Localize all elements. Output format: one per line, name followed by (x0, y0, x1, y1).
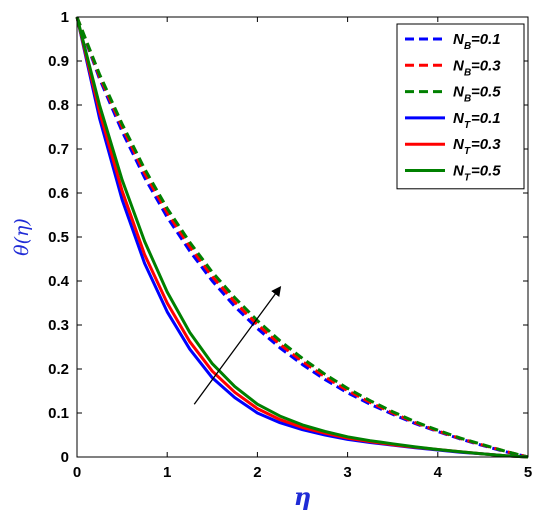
legend-label-main: N (453, 110, 465, 127)
y-tick-label: 0.7 (48, 141, 69, 158)
legend: N B =0.1N B =0.3N B =0.5N T =0.1N T =0.3N T =0.5 (396, 23, 525, 190)
y-tick-label: 0.1 (48, 405, 69, 422)
annotation-layer (193, 285, 282, 405)
series-line-nt-0p5 (75, 16, 529, 459)
y-axis-label: θ(η) (11, 218, 33, 256)
trend-arrow (193, 285, 282, 405)
legend-label-subscript: B (464, 41, 471, 52)
y-tick-label: 0.8 (48, 97, 69, 114)
series-line-nb-0p3 (75, 16, 529, 459)
y-tick-label: 0 (61, 449, 69, 466)
legend-label-value: =0.5 (471, 163, 501, 180)
tick-layer: 0 1 2 3 4 5 0 0.1 0.2 0.3 0.4 0.5 0.6 0.7 0.8 0.9 1 (48, 9, 532, 481)
legend-label-value: =0.1 (471, 31, 501, 48)
x-tick-label: 5 (524, 464, 532, 481)
x-tick-label: 1 (163, 464, 171, 481)
legend-label-subscript: B (464, 67, 471, 78)
x-tick-label: 0 (73, 464, 81, 481)
legend-label-main: N (453, 136, 465, 153)
legend-label-value: =0.5 (471, 84, 501, 101)
y-tick-label: 0.4 (48, 273, 70, 290)
series-line-nb-0p1 (75, 16, 529, 459)
legend-label-subscript: T (464, 173, 471, 184)
x-axis-label: η (294, 482, 311, 511)
legend-label-main: N (453, 31, 465, 48)
legend-label-subscript: T (464, 120, 471, 131)
series-layer (75, 16, 529, 459)
legend-label-subscript: B (464, 94, 471, 105)
x-tick-label: 2 (253, 464, 261, 481)
x-tick-label: 3 (343, 464, 351, 481)
y-tick-label: 0.2 (48, 361, 69, 378)
y-tick-label: 1 (61, 9, 69, 26)
legend-label-subscript: T (464, 146, 471, 157)
y-tick-label: 0.9 (48, 53, 69, 70)
y-tick-label: 0.5 (48, 229, 69, 246)
y-tick-label: 0.3 (48, 317, 69, 334)
legend-label-main: N (453, 84, 465, 101)
legend-box (396, 23, 525, 190)
legend-label-value: =0.3 (471, 57, 501, 74)
legend-label-value: =0.3 (471, 136, 501, 153)
x-tick-label: 4 (434, 464, 443, 481)
legend-label-main: N (453, 57, 465, 74)
legend-label-value: =0.1 (471, 110, 501, 127)
y-tick-label: 0.6 (48, 185, 69, 202)
legend-label-main: N (453, 163, 465, 180)
